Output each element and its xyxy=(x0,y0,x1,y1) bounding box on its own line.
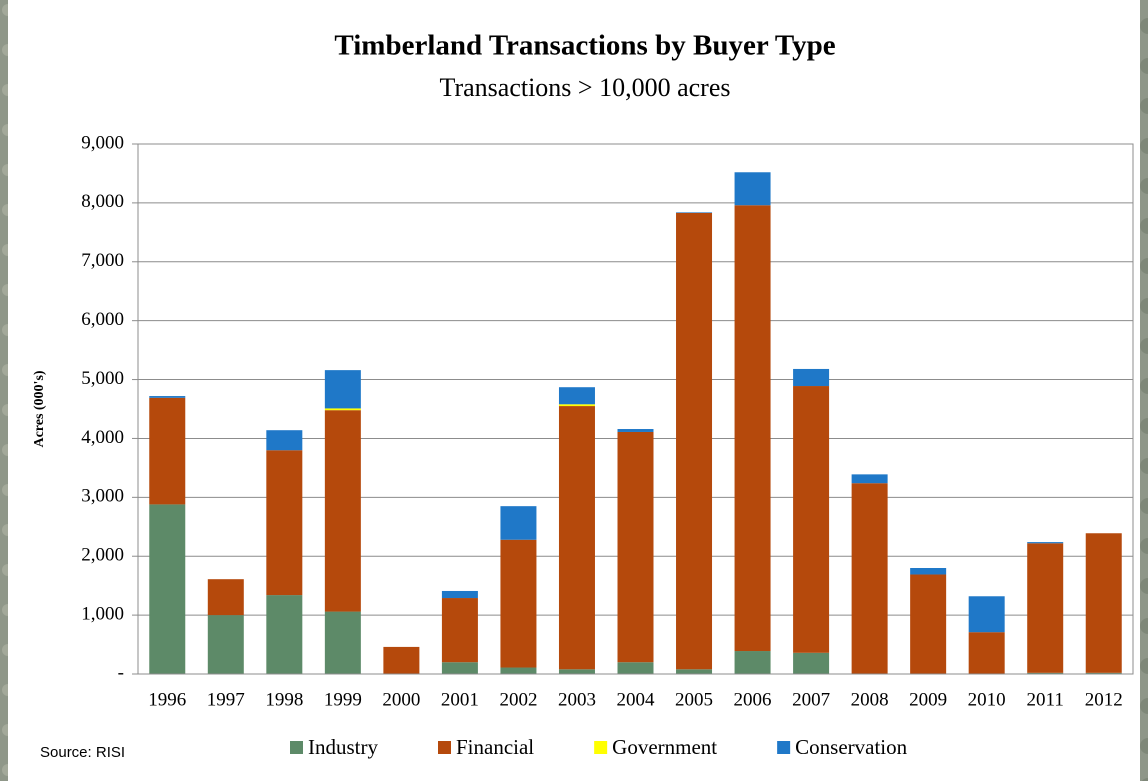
bar-segment xyxy=(852,483,888,674)
bar-segment xyxy=(735,651,771,674)
bar-segment xyxy=(676,212,712,213)
bar-segment xyxy=(149,396,185,398)
bar-segment xyxy=(442,598,478,662)
x-tick-label: 2002 xyxy=(499,689,537,710)
y-tick-label: 9,000 xyxy=(81,132,124,153)
x-tick-label: 2003 xyxy=(558,689,596,710)
x-tick-label: 2008 xyxy=(851,689,889,710)
bar-segment xyxy=(910,568,946,574)
y-tick-label: 4,000 xyxy=(81,427,124,448)
bar-segment xyxy=(910,574,946,674)
bar-segment xyxy=(442,591,478,598)
bar-segment xyxy=(149,398,185,505)
x-tick-label: 1999 xyxy=(324,689,362,710)
y-axis-label: Acres (000's) xyxy=(32,370,47,447)
x-tick-label: 2012 xyxy=(1085,689,1123,710)
x-tick-label: 1997 xyxy=(207,689,245,710)
y-tick-label: 3,000 xyxy=(81,486,124,507)
legend-label: Government xyxy=(612,735,717,759)
bar-segment xyxy=(969,632,1005,674)
bar-segment xyxy=(500,540,536,668)
bar-segment xyxy=(325,370,361,408)
bar-segment xyxy=(325,408,361,410)
x-tick-label: 2004 xyxy=(617,689,656,710)
bar-segment xyxy=(208,615,244,674)
legend-label: Financial xyxy=(456,735,534,759)
bar-segment xyxy=(442,662,478,674)
y-tick-label: 1,000 xyxy=(81,603,124,624)
bar-segment xyxy=(793,386,829,653)
bar-segment xyxy=(559,387,595,404)
x-tick-label: 2000 xyxy=(382,689,420,710)
bar-segment xyxy=(793,653,829,674)
bar-segment xyxy=(676,213,712,669)
bar-segment xyxy=(618,429,654,432)
source-note: Source: RISI xyxy=(40,744,125,761)
bar-segment xyxy=(559,669,595,674)
y-tick-label: 7,000 xyxy=(81,250,124,271)
bar-segment xyxy=(1086,533,1122,673)
bar-segment xyxy=(793,369,829,386)
bar-segment xyxy=(852,474,888,483)
y-tick-label: 2,000 xyxy=(81,545,124,566)
legend-label: Industry xyxy=(308,735,378,759)
legend-swatch xyxy=(594,741,607,754)
x-tick-label: 2006 xyxy=(734,689,772,710)
chart-subtitle: Transactions > 10,000 acres xyxy=(440,73,731,102)
bar-segment xyxy=(1027,543,1063,673)
y-tick-label: 8,000 xyxy=(81,191,124,212)
bar-segment xyxy=(500,668,536,674)
x-tick-label: 1996 xyxy=(148,689,186,710)
bar-segment xyxy=(266,595,302,674)
legend-swatch xyxy=(777,741,790,754)
bar-segment xyxy=(735,205,771,651)
bar-segment xyxy=(676,669,712,674)
x-tick-label: 2005 xyxy=(675,689,713,710)
bar-segment xyxy=(559,406,595,669)
bar-segment xyxy=(559,404,595,406)
bar-segment xyxy=(969,596,1005,632)
bar-segment xyxy=(618,432,654,662)
legend-swatch xyxy=(438,741,451,754)
x-tick-label: 2007 xyxy=(792,689,830,710)
bar-segment xyxy=(325,612,361,674)
bar-segment xyxy=(1027,542,1063,543)
bar-segment xyxy=(618,662,654,674)
x-tick-label: 2011 xyxy=(1027,689,1064,710)
bar-segment xyxy=(500,506,536,540)
page: {"chart_data": {"type": "stacked-bar", "… xyxy=(0,0,1148,781)
x-tick-label: 1998 xyxy=(265,689,303,710)
bar-segment xyxy=(325,410,361,611)
y-tick-label: 6,000 xyxy=(81,309,124,330)
x-tick-label: 2009 xyxy=(909,689,947,710)
bar-segment xyxy=(266,430,302,450)
chart: Timberland Transactions by Buyer Type Tr… xyxy=(0,0,1148,781)
bar-segment xyxy=(208,579,244,615)
bar-segment xyxy=(735,172,771,205)
chart-title: Timberland Transactions by Buyer Type xyxy=(334,30,835,62)
y-tick-label: 5,000 xyxy=(81,368,124,389)
legend-swatch xyxy=(290,741,303,754)
bar-segment xyxy=(149,504,185,674)
legend-label: Conservation xyxy=(795,735,907,759)
x-tick-label: 2010 xyxy=(968,689,1006,710)
bar-segment xyxy=(266,450,302,595)
x-tick-label: 2001 xyxy=(441,689,479,710)
y-tick-label: - xyxy=(118,662,124,683)
bar-segment xyxy=(383,647,419,674)
